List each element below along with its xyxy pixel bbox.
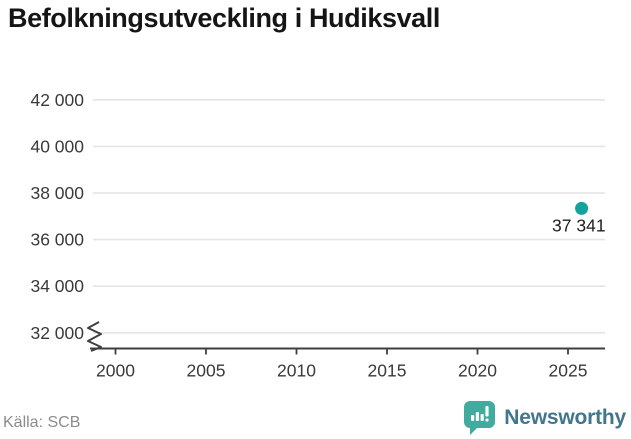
- newsworthy-logo[interactable]: Newsworthy: [463, 400, 626, 435]
- y-tick-label: 32 000: [30, 323, 84, 343]
- x-tick-label: 2005: [187, 361, 226, 381]
- x-tick-label: 2000: [96, 361, 135, 381]
- brand-name: Newsworthy: [504, 405, 626, 429]
- x-tick-label: 2015: [368, 361, 407, 381]
- x-tick-label: 2010: [277, 361, 316, 381]
- y-tick-label: 42 000: [30, 90, 84, 110]
- x-tick-label: 2025: [549, 361, 588, 381]
- y-tick-label: 36 000: [30, 230, 84, 250]
- chart-title: Befolkningsutveckling i Hudiksvall: [8, 3, 441, 33]
- source-label: Källa: SCB: [3, 414, 81, 431]
- y-axis-break-icon: [87, 321, 102, 352]
- bar-chart-exclamation-icon: [471, 406, 489, 422]
- y-tick-label: 38 000: [30, 183, 84, 203]
- y-tick-label: 34 000: [30, 276, 84, 296]
- x-tick-label: 2020: [458, 361, 497, 381]
- y-tick-label: 40 000: [30, 136, 84, 156]
- newsworthy-bubble-icon: [464, 401, 496, 435]
- last-value-dot: [575, 201, 589, 215]
- last-value-label: 37 341: [552, 215, 606, 235]
